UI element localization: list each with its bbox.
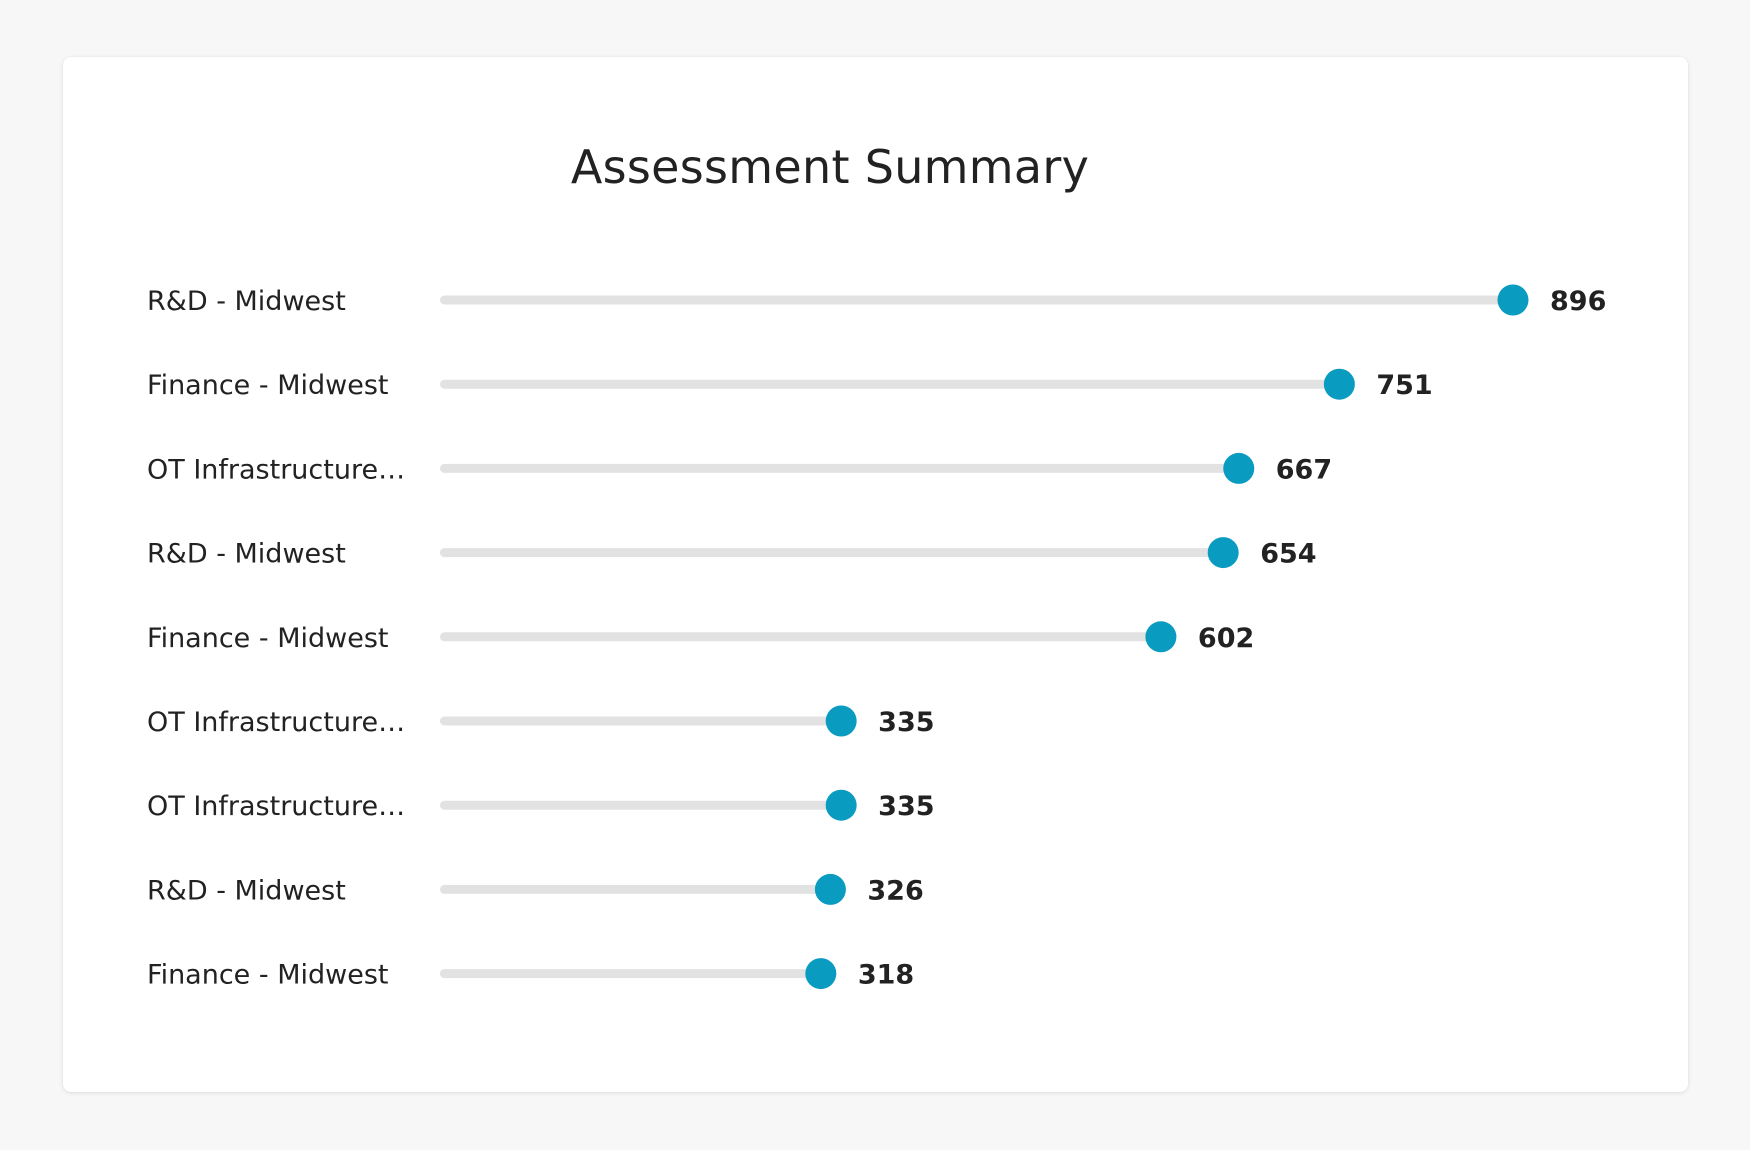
- lollipop-dot[interactable]: [1497, 284, 1529, 316]
- lollipop-stem: [440, 884, 831, 894]
- lollipop-dot[interactable]: [814, 873, 846, 905]
- value-label: 654: [1260, 539, 1316, 570]
- category-label: Finance - Midwest: [147, 623, 388, 654]
- category-label: OT Infrastructure…: [147, 454, 405, 485]
- lollipop-stem: [440, 295, 1513, 305]
- value-label: 602: [1198, 623, 1254, 654]
- lollipop-stem: [440, 463, 1239, 473]
- chart-title: Assessment Summary: [570, 140, 1090, 194]
- lollipop-stem: [440, 969, 821, 979]
- value-label: 667: [1276, 454, 1332, 485]
- lollipop-dot[interactable]: [825, 789, 857, 821]
- lollipop-dot[interactable]: [1223, 452, 1255, 484]
- lollipop-stem: [440, 632, 1161, 642]
- value-label: 335: [878, 707, 934, 738]
- lollipop-dot[interactable]: [805, 958, 837, 990]
- category-label: OT Infrastructure…: [147, 707, 405, 738]
- category-label: R&D - Midwest: [147, 875, 346, 906]
- value-label: 318: [858, 960, 914, 991]
- value-label: 751: [1376, 370, 1432, 401]
- lollipop-stem: [440, 800, 842, 810]
- category-label: R&D - Midwest: [147, 286, 346, 317]
- lollipop-stem: [440, 379, 1340, 389]
- lollipop-stem: [440, 716, 842, 726]
- category-label: Finance - Midwest: [147, 370, 388, 401]
- lollipop-dot[interactable]: [1207, 537, 1239, 569]
- lollipop-dot[interactable]: [825, 705, 857, 737]
- category-label: Finance - Midwest: [147, 960, 388, 991]
- lollipop-dot[interactable]: [1145, 621, 1177, 653]
- value-label: 896: [1550, 286, 1606, 317]
- lollipop-dot[interactable]: [1323, 368, 1355, 400]
- category-label: OT Infrastructure…: [147, 791, 405, 822]
- chart-card: [63, 57, 1688, 1092]
- value-label: 335: [878, 791, 934, 822]
- value-label: 326: [867, 875, 923, 906]
- category-label: R&D - Midwest: [147, 539, 346, 570]
- lollipop-stem: [440, 548, 1224, 558]
